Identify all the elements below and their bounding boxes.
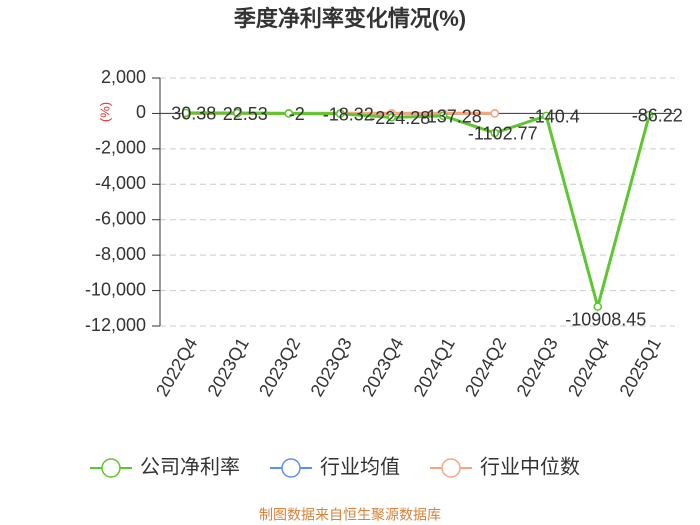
data-label: -18.32: [323, 105, 374, 125]
data-label: -2: [289, 104, 305, 124]
legend-label: 行业均值: [320, 455, 400, 478]
data-label: -1102.77: [468, 124, 538, 144]
legend-label: 公司净利率: [140, 455, 240, 478]
legend-marker: [281, 458, 301, 478]
point: [439, 111, 448, 121]
x-tick-label: 2024Q3: [512, 334, 561, 399]
y-tick-label: -4,000: [95, 173, 146, 193]
point: [336, 109, 345, 119]
y-tick-label: -8,000: [95, 244, 146, 264]
data-label: -224.28: [369, 108, 430, 128]
data-label: 30.38: [171, 104, 216, 124]
source-note: 制图数据来自恒生聚源数据库: [259, 507, 441, 523]
y-tick-label: 0: [136, 102, 146, 122]
data-label: -86.22: [632, 106, 683, 126]
legend-marker: [101, 458, 121, 478]
point: [490, 128, 499, 138]
chart-title: 季度净利率变化情况(%): [234, 6, 466, 31]
x-tick-label: 2023Q4: [358, 334, 407, 399]
data-label: -10908.45: [565, 309, 646, 329]
y-tick-label: 2,000: [101, 67, 146, 87]
legend-label: 行业中位数: [480, 455, 580, 478]
y-tick-label: -10,000: [85, 279, 146, 299]
data-label: -140.4: [529, 107, 580, 127]
x-tick-label: 2022Q4: [152, 334, 201, 399]
x-tick-label: 2024Q2: [461, 334, 510, 399]
x-tick-label: 2023Q3: [306, 334, 355, 399]
legend-marker: [441, 458, 461, 478]
data-label: -137.28: [421, 107, 482, 127]
series-line: [185, 111, 651, 313]
point: [181, 108, 190, 118]
x-tick-label: 2024Q4: [564, 334, 613, 399]
x-tick-label: 2023Q2: [255, 334, 304, 399]
y-tick-label: -6,000: [95, 208, 146, 228]
data-label: 22.53: [223, 104, 268, 124]
point: [645, 110, 654, 120]
y-tick-label: -2,000: [95, 138, 146, 158]
point: [284, 109, 293, 118]
y-axis-label: (%): [97, 102, 112, 122]
x-tick-label: 2023Q1: [203, 334, 252, 399]
point: [542, 111, 551, 121]
y-tick-label: -12,000: [85, 315, 146, 335]
point: [387, 113, 396, 122]
point: [593, 302, 602, 311]
x-tick-label: 2024Q1: [409, 334, 458, 399]
point: [490, 109, 499, 118]
point: [233, 108, 242, 118]
x-tick-label: 2025Q1: [615, 334, 664, 399]
